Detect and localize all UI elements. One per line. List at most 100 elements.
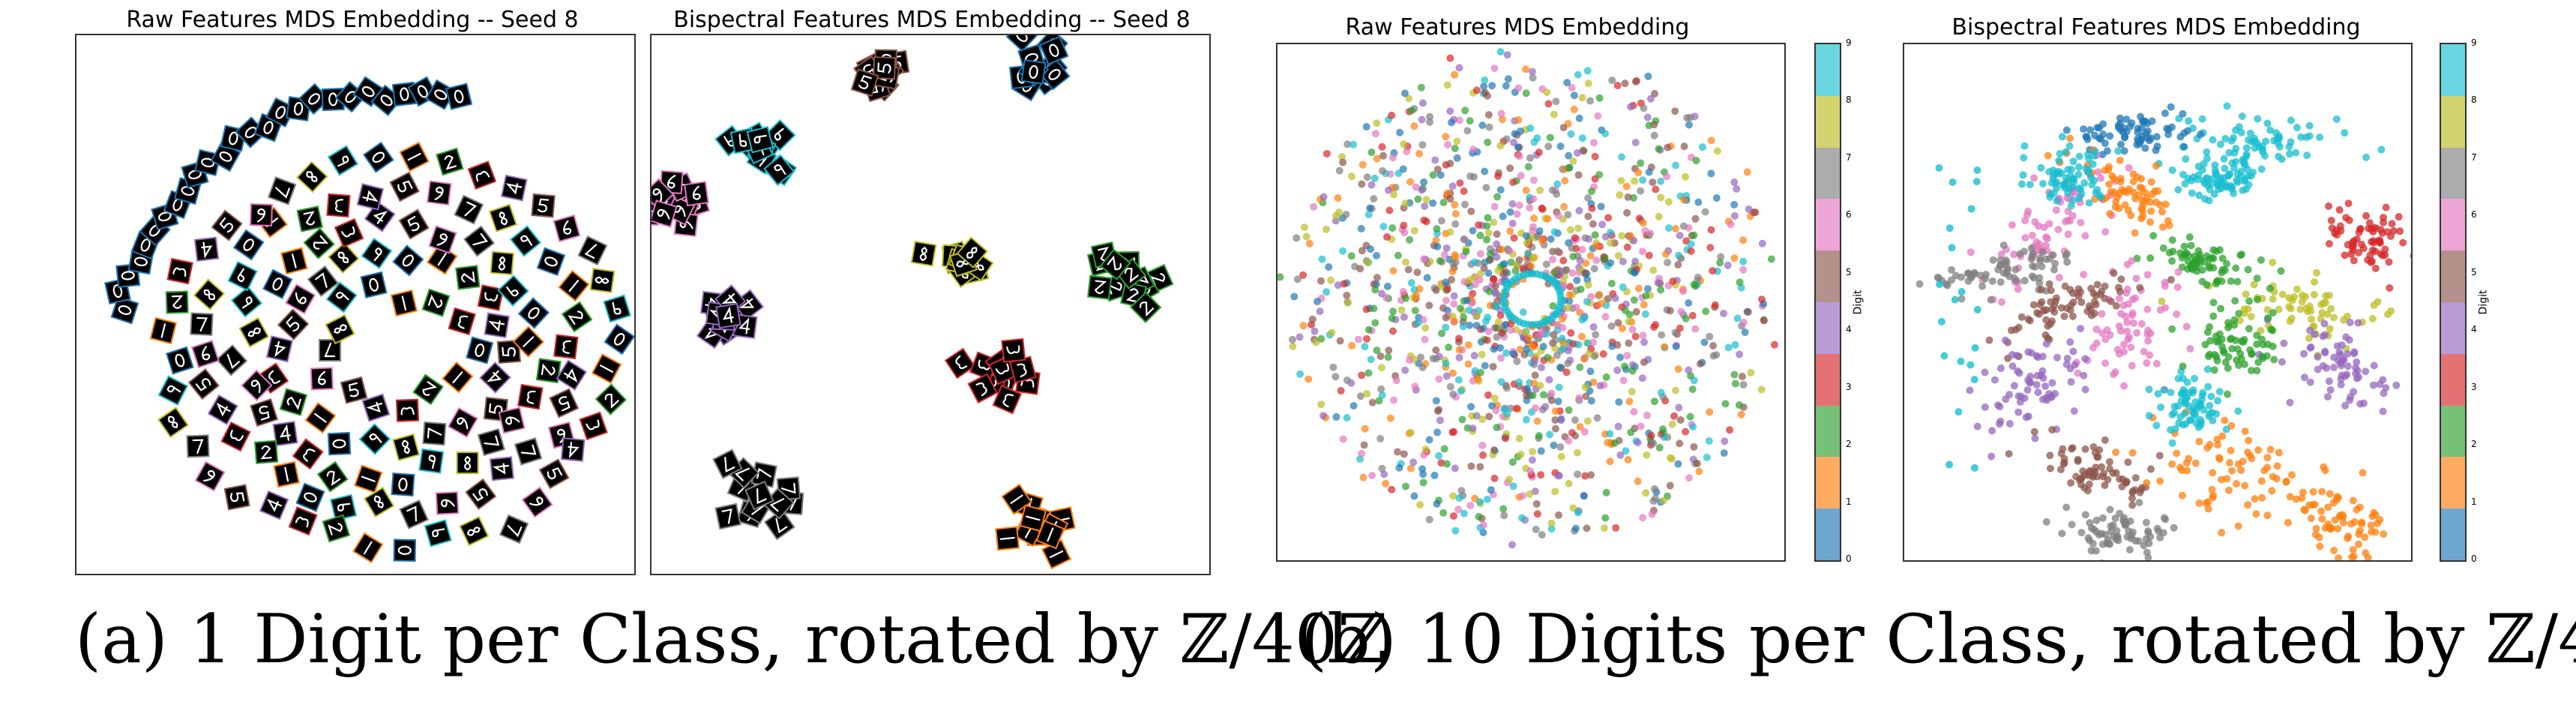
scatter-point <box>1478 415 1487 423</box>
scatter-point <box>2136 183 2144 191</box>
digit-thumbnail <box>715 302 741 329</box>
scatter-point <box>1357 224 1365 232</box>
scatter-point <box>2325 239 2333 248</box>
scatter-point <box>2155 452 2164 460</box>
scatter-point <box>2105 180 2113 188</box>
digit-thumbnail <box>467 160 497 190</box>
digit-thumbnail <box>277 308 310 340</box>
scatter-point <box>1408 106 1416 115</box>
scatter-point <box>1451 526 1460 535</box>
scatter-point <box>1625 339 1633 347</box>
scatter-point <box>1702 308 1710 316</box>
scatter-point <box>2228 159 2236 167</box>
scatter-point <box>2134 537 2143 545</box>
scatter-point <box>2203 148 2211 156</box>
scatter-point <box>1432 236 1440 244</box>
scatter-point <box>2218 529 2226 537</box>
scatter-point <box>2111 514 2119 522</box>
scatter-point <box>2022 413 2030 422</box>
scatter-point <box>1640 301 1648 309</box>
scatter-point <box>2075 152 2083 160</box>
scatter-point <box>1557 452 1565 460</box>
scatter-point <box>2060 458 2068 466</box>
scatter-point <box>2246 452 2254 460</box>
scatter-point <box>1536 382 1544 390</box>
scatter-point <box>1406 236 1414 244</box>
scatter-point <box>1945 224 1954 232</box>
digit-thumbnail <box>422 422 447 446</box>
scatter-point <box>1618 153 1626 161</box>
scatter-point <box>1449 390 1457 398</box>
scatter-point <box>1584 280 1592 289</box>
scatter-point <box>1527 262 1535 270</box>
scatter-point <box>1551 424 1559 433</box>
digit-thumbnail <box>436 147 464 176</box>
scatter-point <box>1490 218 1498 226</box>
digit-thumbnail <box>651 200 678 228</box>
scatter-point <box>1439 199 1448 207</box>
scatter-point <box>2213 356 2221 364</box>
scatter-point <box>1413 268 1421 277</box>
scatter-point <box>2137 214 2146 223</box>
scatter-point <box>2221 266 2229 274</box>
scatter-point <box>1492 406 1500 415</box>
scatter-point <box>1470 258 1478 266</box>
scatter-point <box>2240 309 2248 317</box>
scatter-point <box>2227 335 2235 344</box>
scatter-point <box>2035 310 2043 318</box>
scatter-point <box>1523 345 1531 353</box>
scatter-point <box>1418 141 1427 149</box>
scatter-point <box>1666 307 1674 315</box>
scatter-point <box>2323 364 2331 372</box>
scatter-point <box>2237 337 2245 345</box>
scatter-point <box>2217 304 2225 313</box>
scatter-point <box>1497 378 1505 386</box>
scatter-point <box>1433 500 1441 508</box>
scatter-point <box>2147 465 2155 473</box>
scatter-point <box>2099 472 2107 481</box>
scatter-point <box>2161 110 2169 118</box>
scatter-point <box>1334 208 1343 217</box>
caption-a-text: 1 Digit per Class, rotated by ℤ/40ℤ <box>189 600 1387 679</box>
scatter-point <box>1475 498 1484 506</box>
digit-thumbnail <box>361 393 391 422</box>
scatter-point <box>2377 250 2385 258</box>
scatter-point <box>2354 373 2362 381</box>
scatter-point <box>2094 168 2102 176</box>
scatter-point <box>1376 352 1385 360</box>
scatter-point <box>1646 94 1655 103</box>
scatter-point <box>2251 137 2259 146</box>
scatter-point <box>2007 326 2015 334</box>
scatter-point <box>1451 464 1459 472</box>
scatter-point <box>2088 181 2096 189</box>
scatter-point <box>1566 226 1574 234</box>
scatter-point <box>1948 266 1956 274</box>
scatter-point <box>1515 152 1523 160</box>
scatter-point <box>1649 178 1657 187</box>
scatter-point <box>2129 487 2137 495</box>
scatter-point <box>1730 200 1739 208</box>
scatter-point <box>1465 306 1473 314</box>
digit-thumbnail <box>1019 504 1047 532</box>
scatter-point <box>2074 369 2082 377</box>
scatter-point <box>1589 338 1598 346</box>
scatter-point <box>1455 334 1463 343</box>
scatter-point <box>1709 341 1718 350</box>
scatter-point <box>1943 281 1951 290</box>
digit-thumbnail <box>165 290 189 314</box>
colorbar-segment <box>1816 405 1840 458</box>
scatter-point <box>1426 118 1434 126</box>
scatter-point <box>1606 430 1614 438</box>
scatter-point <box>1389 308 1397 316</box>
scatter-point <box>1503 51 1511 59</box>
scatter-point <box>1621 80 1629 88</box>
scatter-point <box>2205 412 2213 420</box>
scatter-point <box>1507 404 1515 412</box>
scatter-point <box>1572 304 1580 312</box>
scatter-point <box>1657 177 1665 185</box>
scatter-point <box>1530 214 1538 222</box>
scatter-point <box>2058 530 2066 538</box>
scatter-point <box>1384 353 1392 362</box>
scatter-point <box>2168 460 2176 468</box>
scatter-point <box>1386 414 1394 422</box>
